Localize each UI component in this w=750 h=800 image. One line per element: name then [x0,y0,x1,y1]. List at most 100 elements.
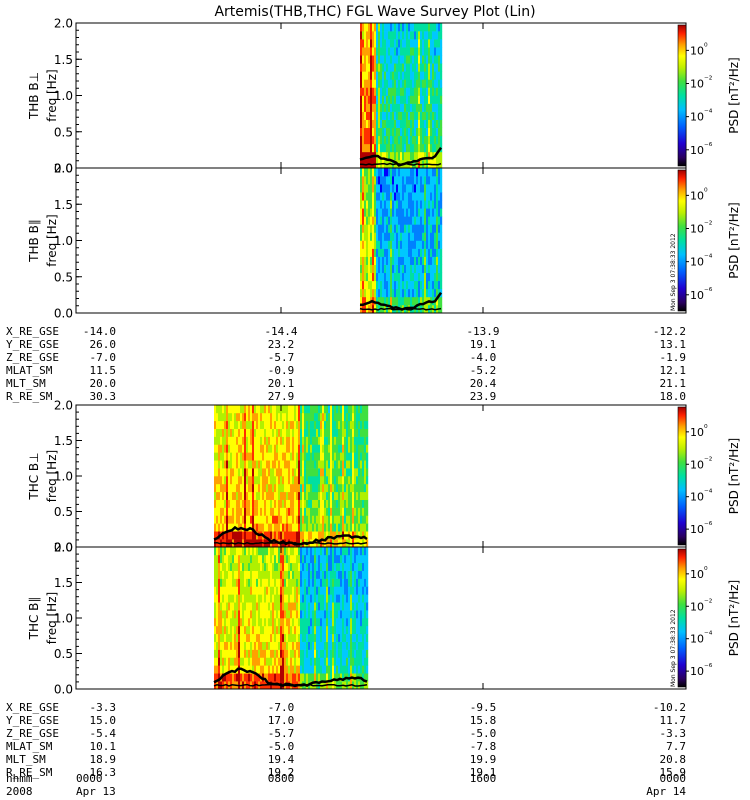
orbit-row-label: MLAT_SM [6,740,53,753]
panel-yunit: freq [Hz] [45,592,59,644]
panel-thc-bperp: 0.0 0.5 1.0 1.5 2.0 THC B⊥ freq [Hz] 10⁰ 10⁻² 10⁻… [27,399,741,555]
orbit-value: 27.9 [268,390,295,403]
colorbar-tick-label: 10⁻⁴ [690,631,713,646]
y-tick-label: 1.5 [54,434,73,448]
colorbar-tick-label: 10⁰ [690,42,708,57]
y-tick-label: 0.5 [54,270,73,284]
orbit-value: 19.1 [470,338,497,351]
orbit-value: 10.1 [90,740,117,753]
colorbar-label: PSD [nT²/Hz] [727,438,741,514]
colorbar-tick-label: 10⁻⁶ [690,287,713,302]
colorbar [677,406,687,546]
colorbar-label: PSD [nT²/Hz] [727,57,741,133]
chart-title: Artemis(THB,THC) FGL Wave Survey Plot (L… [214,4,535,20]
orbit-value: -5.7 [268,351,295,364]
panel-yunit: freq [Hz] [45,214,59,266]
colorbar-tick-label: 10⁰ [690,187,708,202]
orbit-value: 7.7 [666,740,686,753]
orbit-value: -1.9 [660,351,687,364]
y-tick-label: 1.5 [54,53,73,67]
y-tick-label: 2.0 [54,399,73,413]
plot-frame [75,546,687,690]
overlay-trace-lower [213,683,368,687]
orbit-value: 19.2 [268,766,295,779]
orbit-value: -5.0 [470,727,497,740]
panel-ylabel: THC B∥ [27,597,41,641]
colorbar-tick-label: 10⁻⁴ [690,254,713,269]
orbit-value: -4.0 [470,351,497,364]
orbit-value: 21.1 [660,377,687,390]
y-tick-label: 0.5 [54,647,73,661]
overlay-trace-upper [213,667,368,688]
orbit-row-label: MLT_SM [6,377,46,390]
orbit-value: -5.7 [268,727,295,740]
colorbar-tick-label: 10⁰ [690,424,708,439]
orbit-value: 16.3 [90,766,117,779]
time-axis-label: hhmm [6,772,33,785]
y-tick-label: 0.0 [54,683,73,697]
orbit-value: -5.0 [268,740,295,753]
orbit-row-label: R_RE_SM [6,766,53,779]
overlay-trace-lower [359,307,442,311]
panel-yunit: freq [Hz] [45,450,59,502]
year-label: 2008 [6,785,33,798]
orbit-value: 13.1 [660,338,687,351]
y-tick-label: 1.0 [54,234,73,248]
orbit-row-label: MLAT_SM [6,364,53,377]
orbit-row-label: R_RE_SM [6,390,53,403]
orbit-value: -3.3 [90,701,117,714]
orbit-row-label: Y_RE_GSE [6,338,59,351]
time-axis-labels: hhmm 0000 0800 1600 0000 2008 Apr 13 Apr… [6,772,686,798]
time-tick-4: 0000 [660,772,687,785]
panel-ylabel: THB B∥ [27,219,41,263]
colorbar-tick-label: 10⁻⁴ [690,109,713,124]
orbit-row-label: X_RE_GSE [6,701,59,714]
panel-thc-bpar: 0.0 0.5 1.0 1.5 2.0 THC B∥ freq [Hz] 10⁰ 10⁻² 10⁻… [27,541,741,697]
orbit-value: -3.3 [660,727,687,740]
y-tick-label: 0.0 [54,162,73,176]
orbit-value: 20.4 [470,377,497,390]
orbit-value: -0.9 [268,364,295,377]
colorbar [677,24,687,167]
time-tick-3: 1600 [470,772,497,785]
overlay-trace-lower [213,541,368,545]
y-tick-label: 2.0 [54,541,73,555]
orbit-value: 26.0 [90,338,117,351]
orbit-value: 15.8 [470,714,497,727]
orbit-value: -7.0 [90,351,117,364]
orbit-value: 20.1 [268,377,295,390]
colorbar-tick-label: 10⁻⁶ [690,142,713,157]
y-tick-label: 1.5 [54,198,73,212]
orbit-value: 17.0 [268,714,295,727]
orbit-value: 19.9 [470,753,497,766]
orbit-row-label: Y_RE_GSE [6,714,59,727]
plot-frame [75,404,687,548]
time-tick-2: 0800 [268,772,295,785]
orbit-value: 20.0 [90,377,117,390]
orbit-row-label: MLT_SM [6,753,46,766]
orbit-value: -14.0 [83,325,116,338]
time-tick-1: 0000 [76,772,103,785]
orbit-value: -10.2 [653,701,686,714]
orbit-value: -5.4 [90,727,117,740]
y-tick-label: 0.0 [54,307,73,321]
panel-yunit: freq [Hz] [45,69,59,121]
orbit-row-label: Z_RE_GSE [6,351,59,364]
colorbar-tick-label: 10⁻⁶ [690,663,713,678]
panel-ylabel: THC B⊥ [27,452,41,500]
orbit-value: 11.5 [90,364,117,377]
y-tick-label: 1.0 [54,89,73,103]
orbit-value: -5.2 [470,364,497,377]
colorbar [677,548,687,688]
orbit-value: 15.9 [660,766,687,779]
orbit-table-thb: X_RE_GSE -14.0 -14.4 -13.9 -12.2 Y_RE_GSE 26.0… [6,325,686,403]
colorbar-tick-label: 10⁰ [690,566,708,581]
orbit-value: 23.2 [268,338,295,351]
panel-thb-bperp: 0.0 0.5 1.0 1.5 2.0 THB B⊥ freq [Hz] 10⁰ 10⁻² 10⁻… [27,17,741,176]
orbit-table-thc: X_RE_GSE -3.3 -7.0 -9.5 -10.2 Y_RE_GSE 15.0 17.… [6,701,686,779]
orbit-value: -7.8 [470,740,497,753]
orbit-value: -14.4 [264,325,297,338]
y-tick-label: 1.0 [54,470,73,484]
spectrogram-image [360,168,443,314]
